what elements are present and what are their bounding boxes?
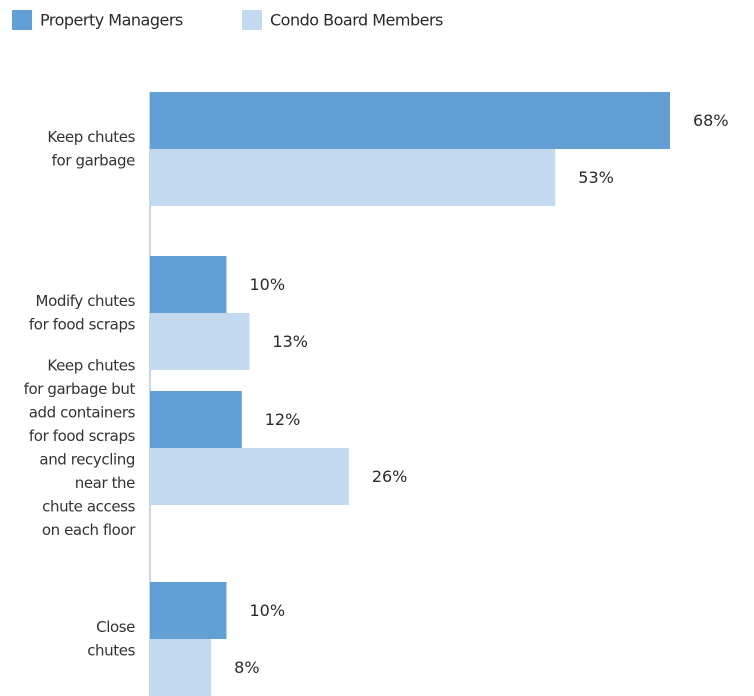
bar: [150, 639, 212, 696]
legend-swatch: [242, 10, 262, 30]
category-label: for food scraps: [29, 315, 136, 333]
value-label: 12%: [265, 410, 301, 429]
category-label: Close: [96, 618, 135, 636]
category-label: chutes: [87, 641, 135, 659]
value-label: 68%: [693, 111, 729, 130]
category-label: near the: [75, 474, 135, 492]
bar: [150, 313, 250, 370]
value-label: 13%: [272, 332, 308, 351]
bar: [150, 92, 670, 149]
category-label: on each floor: [42, 521, 136, 539]
legend-label: Property Managers: [40, 11, 183, 30]
value-label: 10%: [249, 601, 285, 620]
category-label: Keep chutes: [47, 128, 135, 146]
category-label: chute access: [42, 497, 135, 515]
category-label: and recycling: [39, 450, 135, 468]
category-label: add containers: [29, 403, 136, 421]
category-label: for garbage but: [24, 380, 136, 398]
legend-swatch: [12, 10, 32, 30]
category-label: Keep chutes: [47, 356, 135, 374]
category-label: for garbage: [52, 151, 136, 169]
bar: [150, 582, 227, 639]
value-label: 10%: [249, 275, 285, 294]
bar: [150, 391, 242, 448]
category-label: Modify chutes: [36, 292, 136, 310]
category-label: for food scraps: [29, 427, 136, 445]
bar: [150, 448, 349, 505]
bar: [150, 256, 227, 313]
legend-label: Condo Board Members: [270, 11, 443, 30]
value-label: 8%: [234, 658, 259, 677]
value-label: 26%: [372, 467, 408, 486]
value-label: 53%: [578, 168, 614, 187]
bar: [150, 149, 556, 206]
